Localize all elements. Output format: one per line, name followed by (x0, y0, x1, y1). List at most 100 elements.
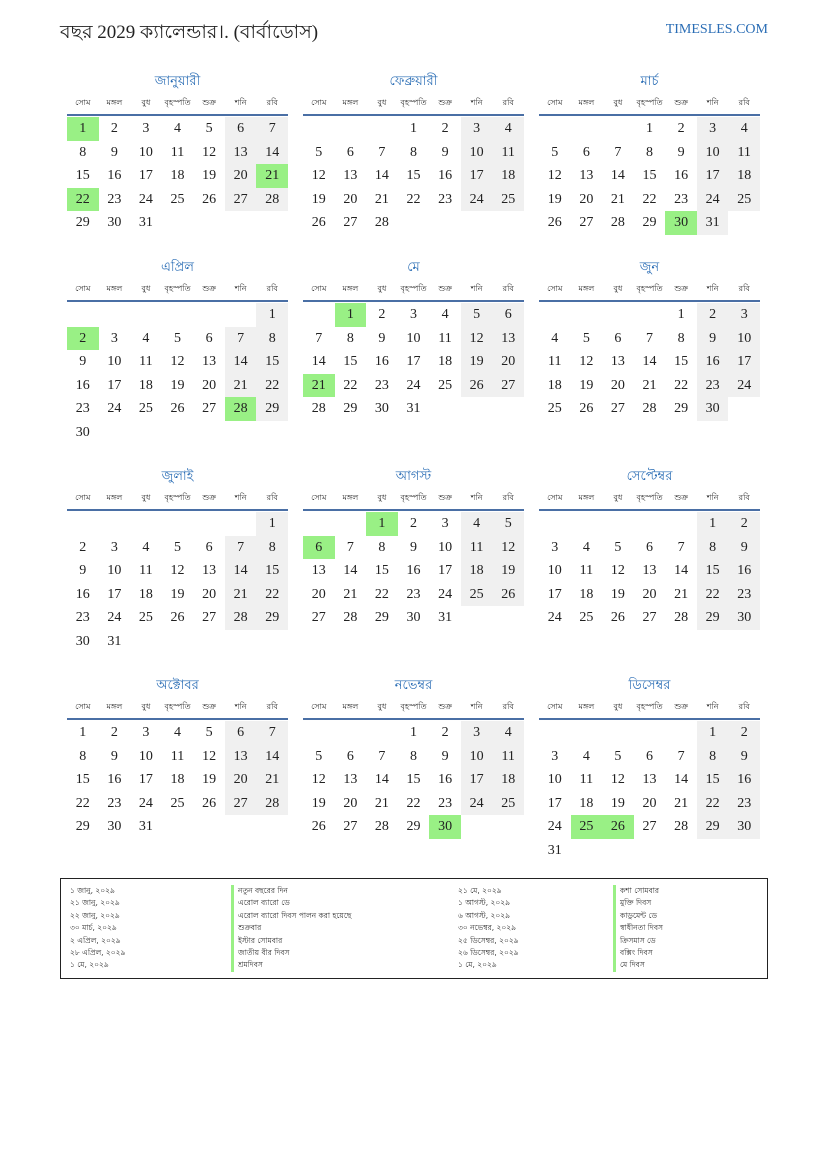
holiday-day[interactable]: 21 (256, 164, 288, 188)
day-cell[interactable]: 8 (256, 326, 288, 350)
day-cell[interactable]: 29 (696, 606, 729, 630)
day-cell[interactable]: 13 (311, 563, 326, 578)
day-cell[interactable]: 4 (173, 725, 181, 740)
day-cell[interactable]: 3 (551, 539, 559, 555)
day-cell[interactable]: 8 (346, 330, 354, 346)
day-cell[interactable]: 4 (460, 512, 493, 536)
day-cell[interactable]: 24 (438, 586, 453, 602)
day-cell[interactable]: 5 (205, 121, 213, 136)
day-cell[interactable]: 23 (728, 791, 760, 815)
day-cell[interactable]: 17 (547, 795, 562, 811)
day-cell[interactable]: 20 (343, 795, 358, 811)
day-cell[interactable]: 31 (696, 211, 729, 235)
day-cell[interactable]: 26 (170, 401, 185, 416)
day-cell[interactable]: 10 (547, 772, 562, 787)
day-cell[interactable]: 2 (110, 121, 118, 136)
day-cell[interactable]: 28 (674, 819, 689, 834)
day-cell[interactable]: 13 (610, 354, 625, 369)
day-cell[interactable]: 26 (492, 582, 524, 606)
holiday-day[interactable]: 2 (67, 326, 99, 350)
day-cell[interactable]: 26 (202, 191, 217, 207)
day-cell[interactable]: 11 (579, 772, 594, 787)
day-cell[interactable]: 27 (343, 819, 358, 834)
day-cell[interactable]: 22 (674, 377, 689, 393)
day-cell[interactable]: 3 (441, 516, 449, 531)
day-cell[interactable]: 6 (346, 144, 354, 160)
day-cell[interactable]: 7 (256, 721, 288, 745)
day-cell[interactable]: 15 (674, 354, 689, 369)
day-cell[interactable]: 4 (551, 330, 559, 346)
day-cell[interactable]: 7 (256, 117, 288, 141)
day-cell[interactable]: 30 (406, 610, 421, 625)
day-cell[interactable]: 10 (406, 330, 421, 346)
day-cell[interactable]: 11 (492, 140, 524, 164)
day-cell[interactable]: 9 (441, 144, 449, 160)
day-cell[interactable]: 17 (547, 586, 562, 602)
day-cell[interactable]: 7 (315, 330, 323, 346)
day-cell[interactable]: 27 (224, 187, 257, 211)
day-cell[interactable]: 5 (582, 330, 590, 346)
day-cell[interactable]: 15 (75, 168, 90, 183)
day-cell[interactable]: 14 (343, 563, 358, 578)
day-cell[interactable]: 19 (202, 772, 217, 787)
day-cell[interactable]: 24 (107, 610, 122, 625)
day-cell[interactable]: 14 (374, 168, 389, 183)
day-cell[interactable]: 15 (406, 772, 421, 787)
day-cell[interactable]: 4 (728, 117, 760, 141)
day-cell[interactable]: 5 (205, 725, 213, 740)
day-cell[interactable]: 15 (696, 559, 729, 583)
day-cell[interactable]: 12 (311, 168, 326, 183)
day-cell[interactable]: 10 (460, 744, 493, 768)
day-cell[interactable]: 18 (728, 164, 760, 188)
day-cell[interactable]: 6 (205, 539, 213, 555)
day-cell[interactable]: 5 (315, 748, 323, 764)
day-cell[interactable]: 28 (374, 215, 389, 230)
day-cell[interactable]: 5 (551, 144, 559, 160)
holiday-day[interactable]: 21 (303, 373, 335, 397)
day-cell[interactable]: 23 (438, 191, 453, 207)
day-cell[interactable]: 17 (138, 168, 153, 183)
day-cell[interactable]: 12 (170, 354, 185, 369)
day-cell[interactable]: 23 (728, 582, 760, 606)
day-cell[interactable]: 16 (374, 354, 389, 369)
day-cell[interactable]: 20 (642, 795, 657, 811)
day-cell[interactable]: 16 (674, 168, 689, 183)
day-cell[interactable]: 20 (202, 377, 217, 393)
day-cell[interactable]: 1 (79, 725, 87, 740)
day-cell[interactable]: 27 (311, 610, 326, 625)
day-cell[interactable]: 6 (614, 330, 622, 346)
day-cell[interactable]: 10 (696, 140, 729, 164)
day-cell[interactable]: 19 (170, 586, 185, 602)
day-cell[interactable]: 8 (79, 144, 87, 160)
day-cell[interactable]: 1 (256, 303, 288, 327)
day-cell[interactable]: 23 (674, 191, 689, 207)
day-cell[interactable]: 26 (311, 215, 326, 230)
day-cell[interactable]: 25 (138, 610, 153, 625)
day-cell[interactable]: 4 (582, 748, 590, 764)
day-cell[interactable]: 8 (696, 744, 729, 768)
day-cell[interactable]: 12 (547, 168, 562, 183)
day-cell[interactable]: 26 (202, 795, 217, 811)
day-cell[interactable]: 9 (441, 748, 449, 764)
day-cell[interactable]: 5 (173, 330, 181, 346)
day-cell[interactable]: 1 (256, 512, 288, 536)
day-cell[interactable]: 22 (75, 795, 90, 811)
day-cell[interactable]: 5 (614, 539, 622, 555)
day-cell[interactable]: 26 (170, 610, 185, 625)
day-cell[interactable]: 27 (492, 373, 524, 397)
day-cell[interactable]: 13 (202, 563, 217, 578)
day-cell[interactable]: 28 (610, 215, 625, 230)
day-cell[interactable]: 25 (728, 187, 760, 211)
day-cell[interactable]: 22 (374, 586, 389, 602)
day-cell[interactable]: 14 (374, 772, 389, 787)
day-cell[interactable]: 12 (492, 535, 524, 559)
day-cell[interactable]: 21 (256, 768, 288, 792)
day-cell[interactable]: 17 (138, 772, 153, 787)
day-cell[interactable]: 1 (696, 721, 729, 745)
day-cell[interactable]: 30 (107, 819, 122, 834)
day-cell[interactable]: 30 (728, 815, 760, 839)
day-cell[interactable]: 31 (138, 215, 153, 230)
day-cell[interactable]: 1 (696, 512, 729, 536)
day-cell[interactable]: 21 (224, 373, 257, 397)
day-cell[interactable]: 12 (579, 354, 594, 369)
